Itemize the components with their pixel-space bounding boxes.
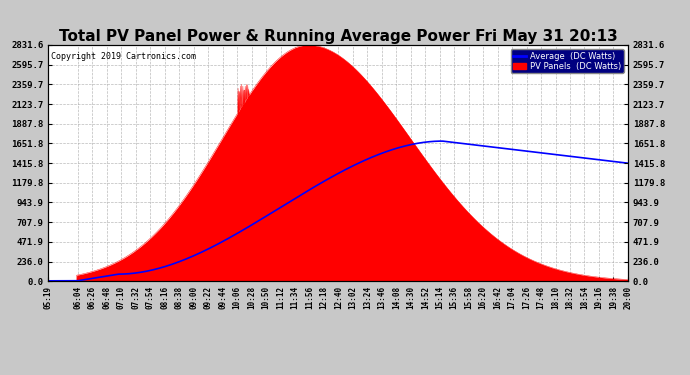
Title: Total PV Panel Power & Running Average Power Fri May 31 20:13: Total PV Panel Power & Running Average P… [59, 29, 618, 44]
Legend: Average  (DC Watts), PV Panels  (DC Watts): Average (DC Watts), PV Panels (DC Watts) [511, 49, 624, 73]
Text: Copyright 2019 Cartronics.com: Copyright 2019 Cartronics.com [51, 52, 196, 61]
